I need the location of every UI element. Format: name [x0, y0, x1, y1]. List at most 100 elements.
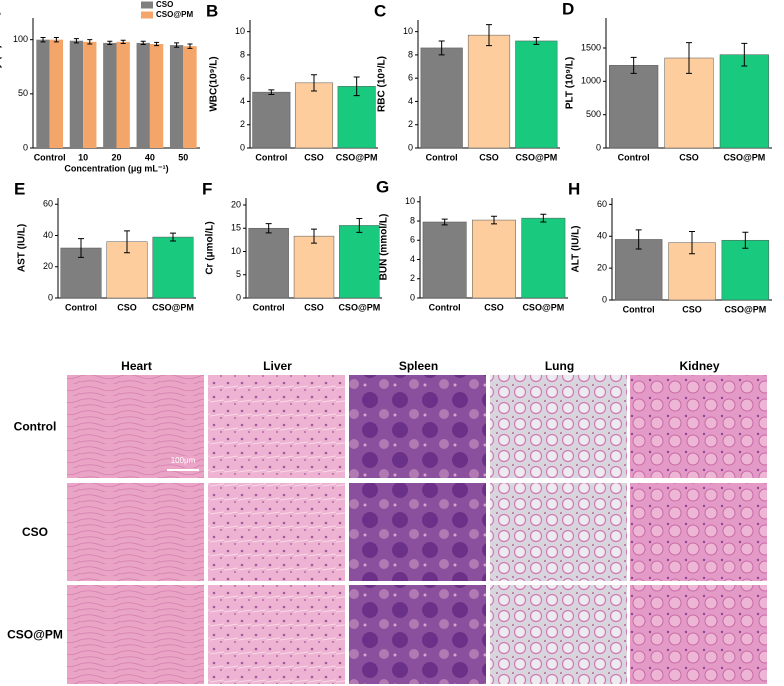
row-label: CSO	[22, 525, 48, 539]
x-tick-label: 40	[145, 152, 155, 162]
legend-label: CSO@PM	[156, 10, 193, 19]
y-axis-label: Cell viability (%)	[0, 45, 3, 122]
bar	[116, 41, 130, 149]
error-bar	[491, 215, 497, 225]
error-bar	[140, 40, 146, 46]
y-tick-label: 4	[240, 96, 245, 106]
y-tick-label: 0	[410, 292, 415, 302]
bar	[294, 82, 334, 149]
y-tick-label: 0	[408, 142, 413, 152]
x-tick-label: CSO	[117, 302, 137, 312]
y-tick-label: 8	[410, 215, 415, 225]
y-tick-label: 4	[408, 96, 413, 106]
error-bar	[441, 218, 448, 226]
y-axis-label: RBC (10⁹/L)	[377, 56, 388, 112]
y-tick-label: 4	[410, 254, 415, 264]
bar	[136, 42, 150, 148]
y-tick-label: 2	[410, 273, 415, 283]
x-tick-label: CSO	[304, 152, 324, 162]
bar	[83, 41, 97, 149]
row-label: Control	[14, 420, 57, 434]
y-axis-label: PLT (10⁹/L)	[565, 57, 576, 109]
panel-letter: E	[14, 179, 25, 198]
bar	[609, 65, 659, 149]
column-label: Kidney	[679, 359, 719, 373]
x-tick-label: CSO@PM	[152, 302, 194, 312]
x-tick-label: CSO	[682, 304, 702, 314]
error-bar	[311, 74, 317, 92]
error-bar	[154, 41, 160, 47]
tissue-image	[67, 585, 204, 684]
column-label: Liver	[263, 359, 292, 373]
y-axis-label: Cr (μmol/L)	[205, 221, 216, 274]
error-bar	[635, 229, 642, 250]
error-bar	[124, 230, 130, 254]
error-bar	[87, 39, 93, 45]
legend-swatch	[141, 11, 153, 19]
y-axis-label: WBC(10⁹/L)	[209, 56, 220, 111]
y-tick-label: 6	[410, 235, 415, 245]
error-bar	[187, 43, 193, 49]
x-tick-label: 10	[78, 152, 88, 162]
error-bar	[174, 42, 180, 48]
x-tick-label: CSO@PM	[336, 152, 378, 162]
y-axis-label: BUN (mmol/L)	[379, 214, 390, 281]
error-bar	[486, 24, 492, 47]
y-tick-label: 40	[597, 231, 607, 241]
x-tick-label: 50	[178, 152, 188, 162]
error-bar	[107, 40, 113, 46]
error-bar	[268, 89, 275, 95]
y-tick-label: 0	[23, 142, 28, 152]
panel-letter: C	[374, 1, 386, 20]
tissue-image	[67, 375, 204, 478]
error-bar	[265, 223, 272, 234]
bar	[339, 225, 380, 299]
error-bar	[630, 56, 637, 74]
column-label: Spleen	[399, 359, 438, 373]
bar	[60, 247, 102, 299]
y-tick-label: 15	[231, 223, 241, 233]
x-tick-label: CSO	[304, 302, 324, 312]
bar	[69, 40, 84, 148]
y-tick-label: 8	[240, 49, 245, 59]
y-tick-label: 6	[240, 73, 245, 83]
bar	[467, 34, 511, 149]
error-bar	[311, 228, 317, 244]
panel-letter: F	[202, 179, 212, 198]
bar	[719, 54, 769, 149]
y-tick-label: 20	[231, 199, 241, 209]
x-tick-label: CSO	[484, 302, 504, 312]
x-axis-label: Concentration (μg mL⁻¹)	[64, 163, 168, 173]
bar	[521, 217, 566, 299]
error-bar	[170, 232, 176, 242]
y-tick-label: 100	[13, 34, 28, 44]
panel-letter: G	[376, 177, 389, 196]
tissue-image	[630, 585, 767, 684]
y-tick-label: 1000	[581, 76, 601, 86]
error-bar	[742, 231, 749, 249]
panel-letter: H	[568, 179, 580, 198]
x-tick-label: Control	[34, 152, 66, 162]
tissue-image	[630, 375, 767, 478]
tissue-image	[349, 585, 486, 684]
error-bar	[353, 76, 360, 97]
x-tick-label: CSO@PM	[723, 152, 765, 162]
tissue-image	[349, 375, 486, 478]
error-bar	[438, 40, 445, 56]
error-bar	[356, 217, 363, 233]
error-bar	[686, 42, 692, 74]
bar	[36, 39, 50, 148]
x-tick-label: CSO@PM	[522, 302, 564, 312]
bar	[252, 91, 291, 149]
tissue-image	[349, 483, 486, 581]
error-bar	[73, 38, 79, 44]
y-tick-label: 60	[43, 199, 53, 209]
x-tick-label: Control	[429, 302, 461, 312]
error-bar	[533, 36, 540, 45]
bar	[152, 236, 194, 299]
x-tick-label: Control	[255, 152, 287, 162]
error-bar	[78, 238, 84, 258]
error-bar	[120, 39, 126, 44]
bar	[103, 42, 117, 148]
bar	[183, 46, 197, 148]
